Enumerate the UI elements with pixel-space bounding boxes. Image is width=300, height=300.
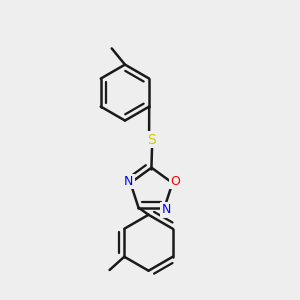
Text: O: O <box>170 175 180 188</box>
Text: N: N <box>161 203 171 217</box>
Text: S: S <box>147 133 156 147</box>
Text: N: N <box>124 175 134 188</box>
